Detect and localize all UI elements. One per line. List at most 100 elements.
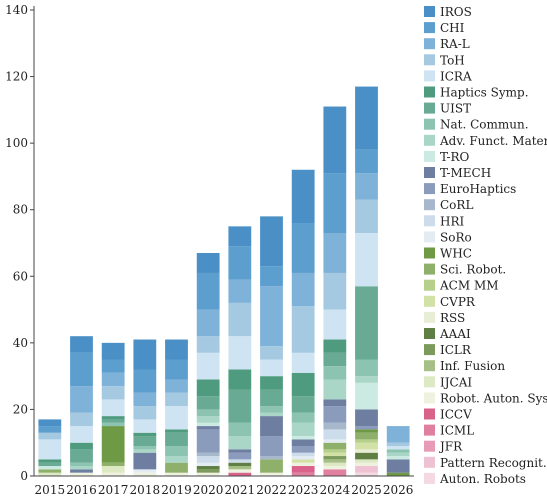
bar-segment-2020-toh xyxy=(196,336,220,353)
bar-segment-2020-uist xyxy=(196,396,220,410)
bar-segment-2015-t-ro xyxy=(38,466,62,470)
bar-segment-2020-aaai xyxy=(196,466,220,470)
bar-segment-2018-haptics-symp- xyxy=(133,432,157,437)
bar-segment-2021-inf-fusion xyxy=(228,466,252,470)
bar-segment-2024-robot-auton-syst- xyxy=(323,466,347,470)
legend-swatch xyxy=(424,328,435,339)
bar-segment-2020-haptics-symp- xyxy=(196,379,220,397)
bar-segment-2024-eurohaptics xyxy=(323,406,347,423)
bar-segment-2022-nat-commun- xyxy=(260,406,283,413)
bar-segment-2021-nat-commun- xyxy=(228,422,252,437)
bar-segment-2016-uist xyxy=(70,449,93,463)
x-tick-label: 2026 xyxy=(383,483,414,497)
legend-label: CHI xyxy=(440,21,465,35)
bar-segment-2024-adv-funct-mater- xyxy=(323,379,347,400)
bar-segment-2017-chi xyxy=(101,359,125,373)
bar-segment-2022-iros xyxy=(260,216,283,267)
bar-segment-2020-iclr xyxy=(196,469,220,473)
bar-segment-2025-ijcai xyxy=(355,459,378,463)
legend-label: RSS xyxy=(440,311,465,325)
bar-segment-2021-uist xyxy=(228,389,252,423)
bar-segment-2018-adv-funct-mater- xyxy=(133,449,157,453)
bar-segment-2019-chi xyxy=(165,359,188,380)
bar-segment-2017-haptics-symp- xyxy=(101,416,125,420)
legend-swatch xyxy=(424,263,435,275)
bar-segment-2023-toh xyxy=(291,306,315,353)
legend-label: CoRL xyxy=(440,198,473,212)
legend-swatch xyxy=(424,360,435,372)
bar-segment-2018-robot-auton-syst- xyxy=(133,472,157,476)
bar-segment-2020-t-ro xyxy=(196,422,220,427)
y-tick-label: 0 xyxy=(20,469,28,483)
x-tick-label: 2019 xyxy=(161,483,192,497)
bar-segment-2021-robot-auton-syst- xyxy=(228,469,252,473)
legend-swatch xyxy=(424,118,435,130)
bar-segment-2018-soro xyxy=(133,469,157,473)
bar-segment-2016-robot-auton-syst- xyxy=(70,472,93,476)
legend-label: SoRo xyxy=(440,230,472,244)
bar-segment-2021-chi xyxy=(228,246,252,280)
bar-segment-2018-chi xyxy=(133,369,157,393)
y-tick-label: 20 xyxy=(13,402,28,416)
legend-label: IROS xyxy=(440,5,472,19)
bar-segment-2018-iros xyxy=(133,339,157,370)
x-tick-label: 2016 xyxy=(66,483,97,497)
bar-segment-2015-chi xyxy=(38,426,62,433)
y-tick-label: 140 xyxy=(5,3,28,17)
bar-segment-2025-pattern-recognit- xyxy=(355,466,378,473)
y-tick-label: 100 xyxy=(5,136,28,150)
bar-segment-2022-haptics-symp- xyxy=(260,376,283,390)
y-tick-label: 80 xyxy=(13,203,28,217)
legend-swatch xyxy=(424,134,435,146)
bar-segment-2022-uist xyxy=(260,389,283,407)
legend-swatch xyxy=(424,231,435,243)
bar-segment-2025-robot-auton-syst- xyxy=(355,462,378,467)
bar-segment-2018-icra xyxy=(133,419,157,433)
legend-swatch xyxy=(424,167,435,178)
bar-segment-2020-chi xyxy=(196,272,220,310)
bar-segment-2024-ra-l xyxy=(323,233,347,273)
bar-segment-2025-uist xyxy=(355,286,378,360)
legend-swatch xyxy=(424,38,435,50)
legend-label: T-RO xyxy=(440,150,470,164)
bar-segment-2023-cvpr xyxy=(291,459,315,463)
bar-segment-2016-toh xyxy=(70,412,93,427)
legend-label: RA-L xyxy=(440,37,470,51)
bar-segment-2021-toh xyxy=(228,302,252,337)
bar-segment-2022-sci-robot- xyxy=(260,459,283,473)
bar-segment-2015-ijcai xyxy=(38,472,62,476)
bar-segment-2024-haptics-symp- xyxy=(323,339,347,353)
y-tick-label: 120 xyxy=(5,70,28,84)
legend-label: Adv. Funct. Mater. xyxy=(439,134,547,148)
legend-swatch xyxy=(424,408,435,420)
bar-segment-2025-cvpr xyxy=(355,442,378,450)
bar-segment-2026-ra-l xyxy=(386,426,410,443)
bar-segment-2018-uist xyxy=(133,436,157,447)
legend-label: HRI xyxy=(440,214,465,228)
bar-segment-2016-nat-commun- xyxy=(70,462,93,467)
bar-segment-2016-haptics-symp- xyxy=(70,442,93,450)
bar-segment-2026-t-ro xyxy=(386,456,410,460)
bar-segment-2021-t-mech xyxy=(228,449,252,453)
bar-segment-2023-t-ro xyxy=(291,436,315,440)
legend-label: Sci. Robot. xyxy=(440,263,506,277)
legend-swatch xyxy=(424,440,435,452)
legend-swatch xyxy=(424,183,435,195)
bar-segment-2025-adv-funct-mater- xyxy=(355,376,378,383)
bar-segment-2025-toh xyxy=(355,199,378,234)
bar-segment-2019-toh xyxy=(165,392,188,407)
legend-swatch xyxy=(424,376,435,388)
bar-segment-2018-ra-l xyxy=(133,392,157,407)
legend: IROS CHI RA-L ToH ICRA Haptics Symp. UIST Nat. … xyxy=(424,5,547,486)
bar-segment-2022-adv-funct-mater- xyxy=(260,412,283,417)
bar-segment-2019-uist xyxy=(165,432,188,447)
y-tick-label: 60 xyxy=(13,269,28,283)
bar-segment-2021-iccv xyxy=(228,472,252,476)
bar-segment-2024-iclr xyxy=(323,456,347,460)
bar-segment-2024-iros xyxy=(323,106,347,174)
legend-swatch xyxy=(424,22,435,34)
legend-label: Robot. Auton. Syst. xyxy=(440,391,547,405)
bar-segment-2024-sci-robot- xyxy=(323,442,347,450)
bar-segment-2021-eurohaptics xyxy=(228,452,252,460)
bar-segment-2025-iros xyxy=(355,86,378,150)
